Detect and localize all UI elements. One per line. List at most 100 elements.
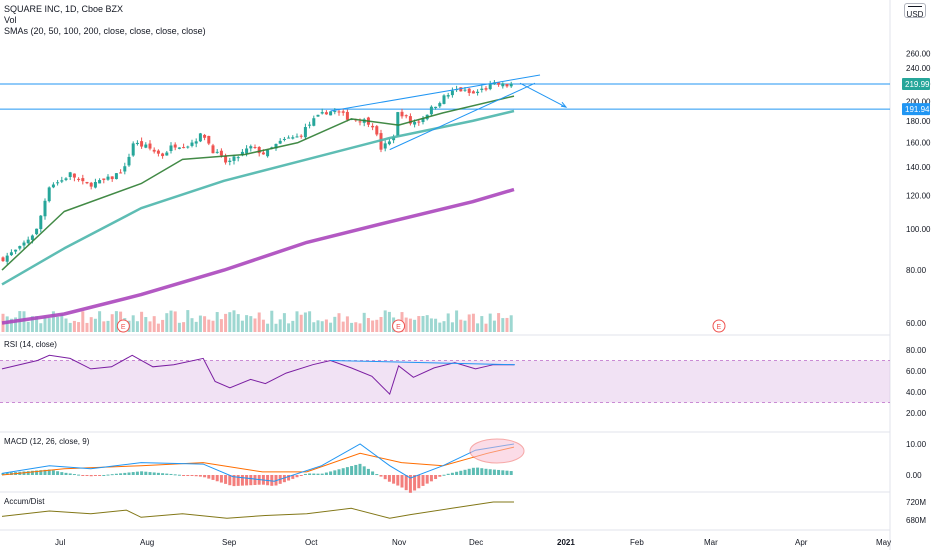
macd-histogram-bar	[156, 472, 160, 475]
volume-bar	[345, 316, 349, 332]
macd-line	[1, 443, 515, 482]
macd-histogram-bar	[177, 474, 181, 476]
volume-bar	[198, 315, 202, 332]
candle-body	[194, 141, 198, 144]
candle-body	[345, 111, 349, 120]
volume-bar	[366, 318, 370, 332]
volume-bar	[324, 319, 328, 332]
macd-highlight-ellipse[interactable]	[469, 438, 525, 464]
volume-bar	[64, 318, 68, 332]
candle-body	[123, 166, 127, 172]
candle-body	[245, 148, 249, 154]
macd-histogram-bar	[341, 468, 345, 475]
candle-body	[278, 140, 282, 144]
volume-bar	[68, 322, 72, 332]
macd-histogram-bar	[26, 471, 30, 475]
volume-bar	[219, 319, 223, 332]
currency-button[interactable]: USD	[904, 3, 926, 19]
volume-bar	[72, 320, 76, 332]
candle-body	[207, 135, 211, 144]
accum-tick-label: 720M	[906, 498, 926, 507]
candle-body	[26, 239, 30, 244]
macd-histogram-bar	[505, 470, 509, 475]
candle-body	[177, 147, 181, 149]
volume-bar	[480, 316, 484, 332]
candle-body	[509, 83, 513, 87]
volume-bar	[165, 313, 169, 332]
candle-body	[161, 153, 165, 157]
candle-body	[287, 137, 291, 139]
candle-body	[43, 200, 47, 217]
candle-body	[341, 111, 345, 113]
macd-histogram-bar	[446, 473, 450, 475]
candle-body	[358, 121, 362, 123]
volume-bar	[274, 323, 278, 332]
macd-histogram-bar	[509, 471, 513, 475]
rsi-tick-label: 40.00	[906, 388, 927, 397]
price-tick-label: 160.00	[906, 139, 931, 148]
macd-histogram-bar	[425, 475, 429, 484]
macd-histogram-bar	[375, 474, 379, 476]
volume-bar	[505, 317, 509, 332]
candle-body	[282, 138, 286, 140]
candle-body	[140, 141, 144, 147]
candle-body	[434, 106, 438, 109]
macd-histogram-bar	[366, 468, 370, 475]
earnings-marker-label: E	[121, 324, 126, 331]
candle-body	[93, 181, 97, 188]
candle-body	[450, 90, 454, 96]
macd-histogram-bar	[455, 471, 459, 475]
candle-body	[413, 122, 417, 125]
volume-bar	[249, 316, 253, 332]
candle-body	[253, 147, 257, 149]
macd-histogram-bar	[5, 472, 9, 475]
volume-bar	[497, 313, 501, 332]
time-axis-label: Oct	[305, 538, 318, 547]
volume-bar	[337, 313, 341, 332]
volume-bar	[114, 311, 118, 332]
macd-histogram-bar	[207, 475, 211, 479]
rsi-trendline[interactable]	[330, 360, 516, 366]
candle-body	[404, 115, 408, 117]
candle-body	[144, 144, 148, 148]
candle-body	[85, 181, 89, 184]
candle-body	[396, 112, 400, 136]
earnings-marker-label: E	[717, 324, 722, 331]
candle-body	[60, 180, 64, 182]
candle-body	[421, 118, 425, 123]
earnings-marker-icon[interactable]	[712, 319, 726, 333]
candle-body	[39, 215, 43, 230]
rsi-line	[1, 354, 514, 396]
macd-histogram-bar	[303, 473, 307, 475]
projection-arrow-line[interactable]	[519, 82, 567, 108]
macd-histogram-bar	[362, 466, 366, 475]
volume-bar	[434, 318, 438, 332]
earnings-marker-icon[interactable]	[116, 319, 130, 333]
volume-bar	[26, 321, 30, 332]
macd-histogram-bar	[413, 475, 417, 491]
volume-bar	[14, 317, 18, 332]
macd-histogram-bar	[211, 475, 215, 480]
trendline-upper[interactable]	[330, 74, 541, 112]
volume-bar	[194, 321, 198, 332]
volume-bar	[110, 314, 114, 332]
price-tick-label: 260.00	[906, 49, 931, 58]
accum-title: Accum/Dist	[4, 497, 45, 506]
volume-bar	[463, 320, 467, 332]
rsi-tick-label: 80.00	[906, 346, 927, 355]
volume-bar	[169, 310, 173, 332]
accum-tick-label: 680M	[906, 516, 926, 525]
macd-histogram-bar	[232, 475, 236, 487]
macd-histogram-bar	[127, 472, 131, 475]
accum-dist-line	[1, 501, 514, 519]
macd-histogram-bar	[467, 468, 471, 475]
trendline-lower[interactable]	[389, 82, 536, 151]
candle-body	[77, 178, 81, 180]
candle-body	[68, 172, 72, 177]
macd-histogram-bar	[194, 475, 198, 477]
volume-bar	[215, 312, 219, 332]
earnings-marker-icon[interactable]	[392, 319, 406, 333]
sma-line-1	[1, 109, 515, 286]
macd-tick-label: 10.00	[906, 440, 927, 449]
